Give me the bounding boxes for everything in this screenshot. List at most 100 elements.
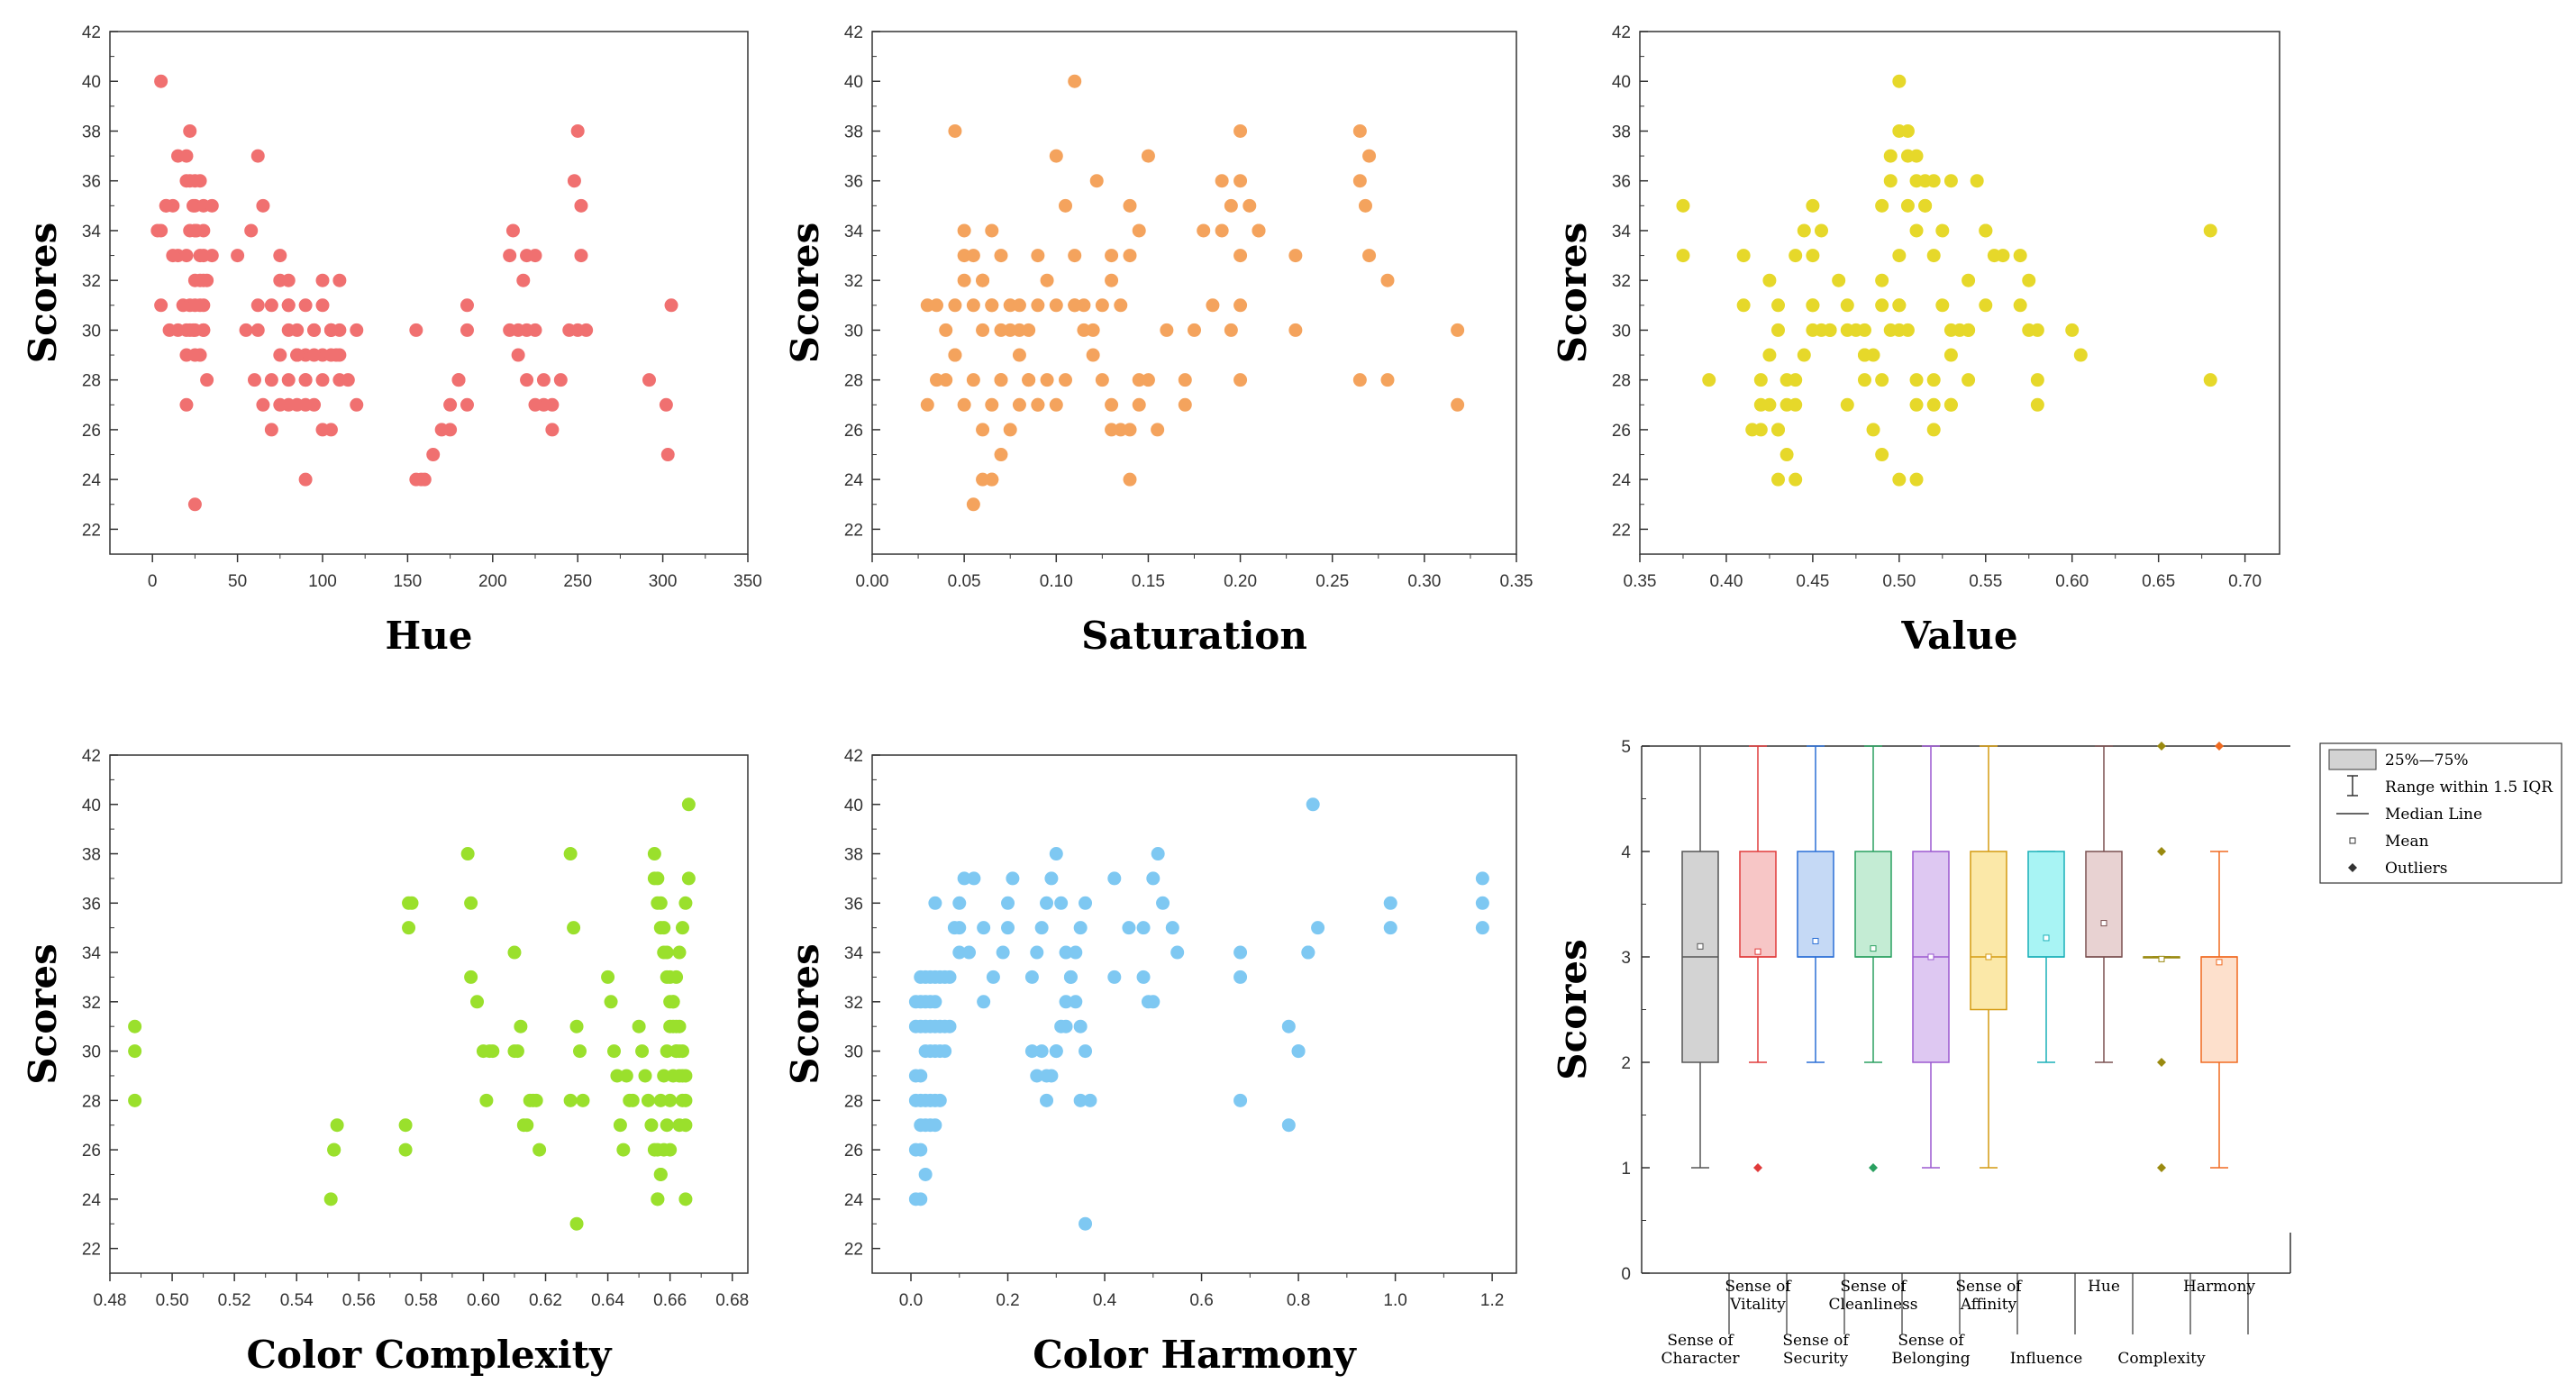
data-point — [250, 149, 265, 163]
data-point — [1086, 348, 1100, 362]
data-point — [247, 373, 261, 387]
data-point — [244, 223, 259, 238]
data-point — [273, 397, 287, 412]
category-label: Harmony — [2183, 1278, 2255, 1296]
data-point — [976, 423, 990, 437]
data-point — [994, 249, 1008, 263]
data-point — [1753, 373, 1768, 387]
data-point — [205, 198, 219, 213]
data-point — [315, 273, 330, 287]
data-point — [179, 174, 194, 188]
y-tick-label: 22 — [844, 521, 863, 540]
data-point — [1909, 397, 1924, 412]
data-point — [1012, 298, 1026, 313]
data-point — [179, 249, 194, 263]
x-axis-label: Color Complexity — [247, 1333, 613, 1377]
data-point — [1160, 323, 1174, 337]
mean-marker — [2043, 934, 2050, 942]
data-point — [298, 298, 313, 313]
data-point — [1068, 74, 1082, 88]
data-point — [1806, 298, 1820, 313]
data-point — [2030, 397, 2044, 412]
data-point — [1789, 472, 1803, 487]
data-point — [1866, 423, 1880, 437]
data-point — [1288, 249, 1303, 263]
data-point — [273, 348, 287, 362]
data-point — [281, 323, 296, 337]
data-point — [166, 249, 180, 263]
data-point — [957, 223, 971, 238]
data-point — [1024, 970, 1039, 984]
data-point — [2030, 373, 2044, 387]
data-point — [976, 323, 990, 337]
box-7: Influence — [2010, 851, 2082, 1368]
category-label: Sense of — [1782, 1332, 1850, 1350]
data-point — [528, 249, 542, 263]
legend-swatch-mean — [2349, 837, 2356, 844]
y-tick-label: 32 — [844, 994, 863, 1013]
data-point — [1771, 323, 1786, 337]
data-point — [464, 896, 478, 910]
data-point — [678, 1192, 693, 1206]
data-point — [1857, 348, 1871, 362]
data-point — [154, 74, 168, 88]
data-point — [520, 1118, 534, 1133]
data-point — [1022, 373, 1036, 387]
data-point — [641, 1093, 655, 1107]
data-point — [1079, 1044, 1093, 1059]
data-point — [290, 397, 305, 412]
y-tick-label: 36 — [82, 173, 101, 192]
scatter-panel-4: 22 24 26 28 30 32 34 36 38 40 42 0.48 0.50 0.52 0.54 0.… — [21, 747, 749, 1377]
data-point — [1362, 149, 1377, 163]
data-point — [1030, 945, 1044, 960]
data-point — [1068, 298, 1082, 313]
data-point — [1107, 871, 1122, 886]
legend-label: Range within 1.5 IQR — [2385, 778, 2553, 797]
data-point — [264, 373, 278, 387]
data-point — [1105, 273, 1119, 287]
data-point — [1875, 448, 1889, 462]
y-tick-label: 26 — [82, 422, 101, 441]
y-tick-label: 0 — [1621, 1265, 1631, 1284]
outlier-point — [1753, 1163, 1762, 1172]
y-tick-label: 38 — [82, 846, 101, 865]
data-point — [528, 397, 542, 412]
mean-marker — [1927, 953, 1934, 961]
data-point — [1001, 921, 1015, 935]
data-point — [1049, 847, 1063, 861]
data-point — [1215, 174, 1229, 188]
data-point — [1151, 847, 1165, 861]
outlier-point — [1869, 1163, 1878, 1172]
data-point — [942, 970, 957, 984]
scatter-panel-3: 22 24 26 28 30 32 34 36 38 40 42 0.35 0.40 0.45 0.50 0.… — [1551, 23, 2280, 658]
y-tick-label: 34 — [1612, 223, 1632, 241]
data-point — [2022, 323, 2036, 337]
data-point — [1068, 249, 1082, 263]
x-tick-label: 0.60 — [2055, 572, 2089, 591]
data-point — [1233, 249, 1248, 263]
data-point — [957, 871, 971, 886]
data-point — [281, 298, 296, 313]
data-point — [426, 448, 441, 462]
data-point — [576, 1093, 590, 1107]
data-point — [606, 1044, 621, 1059]
data-point — [1059, 373, 1072, 387]
data-point — [657, 945, 671, 960]
data-point — [434, 423, 449, 437]
mean-marker — [1754, 948, 1761, 955]
mean-marker — [1812, 937, 1819, 944]
data-point — [1146, 871, 1161, 886]
data-point — [1840, 323, 1854, 337]
data-point — [948, 123, 962, 138]
data-point — [183, 223, 197, 238]
category-label: Sense of — [1840, 1278, 1907, 1296]
data-point — [1233, 298, 1248, 313]
data-point — [1215, 223, 1229, 238]
x-tick-label: 0.70 — [2228, 572, 2262, 591]
data-point — [1001, 896, 1015, 910]
y-tick-label: 28 — [1612, 372, 1631, 391]
data-point — [187, 323, 201, 337]
data-point — [1806, 198, 1820, 213]
data-point — [1089, 174, 1104, 188]
data-point — [1875, 273, 1889, 287]
